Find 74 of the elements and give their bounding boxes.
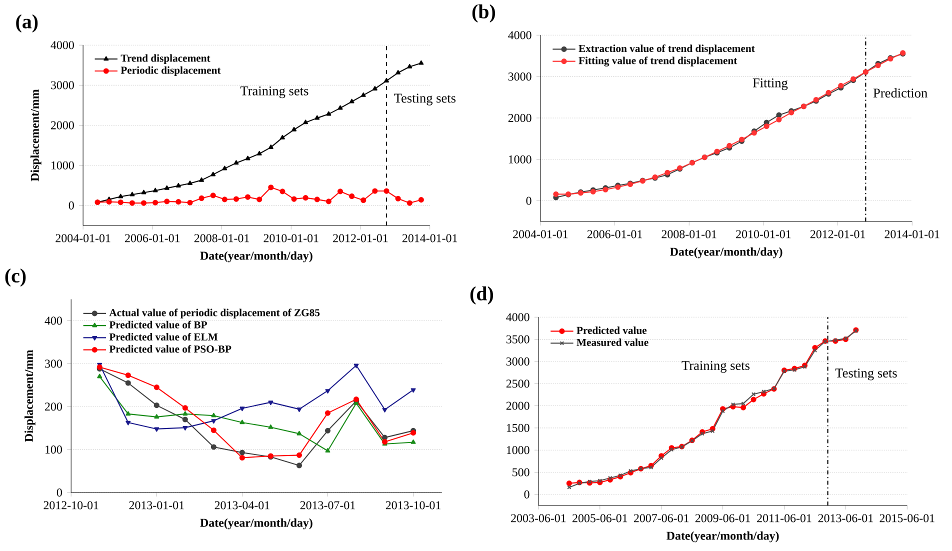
x-axis-title: Date(year/month/day)	[666, 531, 779, 542]
y-tick-label: 0	[524, 490, 530, 498]
x-tick-label: 2012-01-01	[333, 234, 388, 242]
x-tick-label: 2013-04-01	[214, 501, 270, 510]
x-tick-label: 2008-01-01	[662, 230, 716, 238]
x-tick-label: 2004-01-01	[56, 234, 110, 242]
y-tick-label: 1000	[52, 161, 74, 170]
chart-title: (b)	[472, 4, 496, 22]
x-axis-title: Date(year/month/day)	[670, 247, 782, 258]
x-tick-label: 2012-10-01	[44, 501, 98, 510]
y-tick-label: 3000	[508, 72, 532, 80]
x-tick-label: 2013-10-01	[386, 501, 440, 510]
legend-label: Fitting value of trend displacement	[578, 56, 738, 66]
y-tick-label: 400	[44, 316, 62, 325]
y-tick-label: 4000	[506, 312, 530, 322]
x-tick-label: 2005-06-01	[572, 514, 628, 522]
x-tick-label: 2004-01-01	[513, 230, 568, 238]
legend-label: Extraction value of trend displacement	[578, 44, 755, 54]
x-tick-label: 2011-06-01	[757, 514, 812, 522]
x-tick-label: 2010-01-01	[264, 234, 318, 242]
x-tick-label: 2003-06-01	[511, 514, 566, 522]
y-tick-label: 2000	[50, 121, 74, 130]
x-tick-label: 2014-01-01	[402, 234, 458, 242]
annotation: Training sets	[240, 86, 308, 98]
annotation: Training sets	[682, 360, 750, 373]
y-tick-label: 2000	[506, 402, 530, 410]
y-tick-label: 300	[45, 359, 62, 368]
y-tick-label: 1500	[506, 424, 530, 432]
legend-label: Trend displacement	[120, 54, 210, 64]
y-tick-label: 4000	[50, 40, 74, 49]
legend-label: Predicted value	[576, 326, 647, 334]
y-tick-label: 0	[526, 196, 532, 205]
x-tick-label: 2007-06-01	[634, 514, 689, 522]
y-tick-label: 500	[512, 468, 530, 476]
chart-title: (d)	[470, 286, 494, 304]
y-tick-label: 1000	[506, 446, 530, 454]
y-tick-label: 4000	[508, 30, 532, 40]
legend-label: Actual value of periodic displacement of ZG85	[109, 308, 320, 318]
x-tick-label: 2015-06-01	[880, 514, 934, 522]
y-tick-label: 100	[46, 445, 62, 454]
legend-label: Predicted value of ELM	[109, 332, 218, 340]
legend-label: Predicted value of PSO-BP	[109, 344, 232, 353]
y-tick-label: 200	[45, 402, 62, 411]
y-tick-label: 1000	[508, 155, 532, 164]
y-tick-label: 0	[56, 488, 62, 496]
x-axis-title: Date(year/month/day)	[200, 251, 312, 262]
y-axis-title: Displacement/mm	[24, 350, 36, 442]
legend-label: Measured value	[576, 338, 648, 346]
y-tick-label: 3500	[506, 335, 530, 344]
annotation: Testing sets	[394, 94, 456, 106]
y-tick-label: 3000	[506, 357, 530, 366]
x-tick-label: 2013-06-01	[818, 514, 873, 522]
x-tick-label: 2008-01-01	[194, 234, 249, 242]
x-axis-title: Date(year/month/day)	[200, 518, 312, 530]
x-tick-label: 2006-01-01	[587, 230, 642, 238]
x-tick-label: 2013-01-01	[129, 501, 184, 510]
chart-title: (a)	[16, 14, 38, 32]
x-tick-label: 2012-01-01	[810, 230, 865, 238]
x-tick-label: 2006-01-01	[125, 234, 180, 242]
y-tick-label: 2500	[506, 379, 530, 388]
x-tick-label: 2014-01-01	[884, 230, 940, 238]
legend-label: Periodic displacement	[120, 66, 221, 76]
y-tick-label: 3000	[51, 81, 74, 90]
x-tick-label: 2010-01-01	[736, 230, 791, 238]
legend-label: Predicted value of BP	[109, 320, 207, 328]
annotation: Testing sets	[835, 368, 897, 380]
y-axis-title: Displacement/mm	[30, 89, 42, 182]
chart-title: (c)	[5, 268, 26, 286]
annotation: Fitting	[752, 78, 788, 90]
x-tick-label: 2009-06-01	[695, 514, 750, 522]
x-tick-label: 2013-07-01	[300, 501, 355, 510]
y-tick-label: 2000	[508, 114, 532, 122]
annotation: Prediction	[873, 88, 928, 98]
y-tick-label: 0	[68, 201, 74, 210]
